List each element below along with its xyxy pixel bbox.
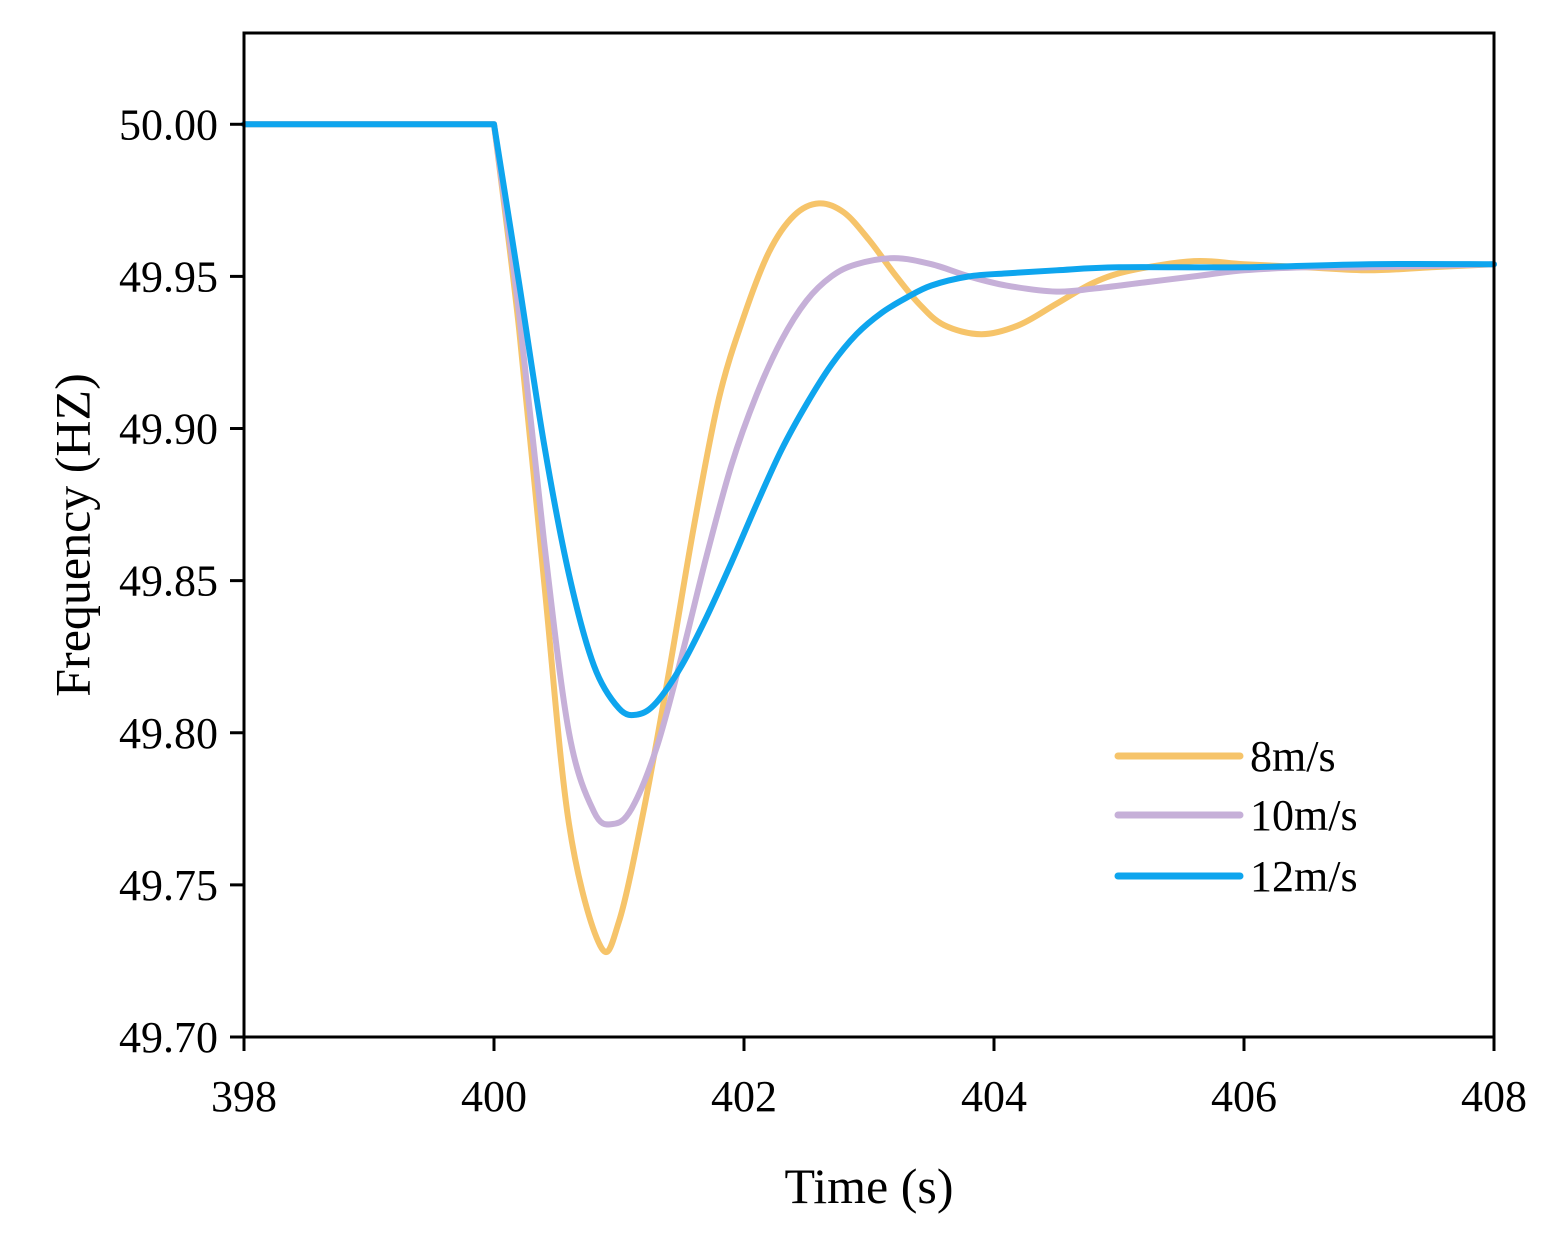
series-layer: [241, 121, 1497, 955]
x-tick-label: 398: [211, 1072, 277, 1121]
series-line-3: [241, 121, 1497, 719]
y-tick-label: 49.80: [119, 709, 218, 758]
x-tick-label: 402: [711, 1072, 777, 1121]
x-ticks: 398 400 402 404 406 408: [211, 1037, 1527, 1121]
x-tick-label: 408: [1461, 1072, 1527, 1121]
x-tick-label: 400: [461, 1072, 527, 1121]
legend: 8m/s 10m/s 12m/s: [1114, 732, 1358, 901]
y-tick-label: 49.85: [119, 557, 218, 606]
legend-label-3: 12m/s: [1250, 852, 1358, 901]
legend-label-1: 8m/s: [1250, 732, 1336, 781]
legend-label-2: 10m/s: [1250, 791, 1358, 840]
x-tick-label: 406: [1211, 1072, 1277, 1121]
y-tick-label: 49.75: [119, 861, 218, 910]
y-tick-label: 49.70: [119, 1013, 218, 1062]
x-tick-label: 404: [961, 1072, 1027, 1121]
plot-frame: [242, 31, 1496, 1039]
y-tick-label: 49.90: [119, 405, 218, 454]
y-axis-title: Frequency (HZ): [45, 373, 101, 697]
series-line-2: [241, 121, 1497, 828]
y-ticks: 49.70 49.75 49.80 49.85 49.90 49.95 50.00: [119, 100, 244, 1062]
y-tick-label: 49.95: [119, 252, 218, 301]
y-tick-label: 50.00: [119, 100, 218, 149]
x-axis-title: Time (s): [784, 1158, 953, 1214]
